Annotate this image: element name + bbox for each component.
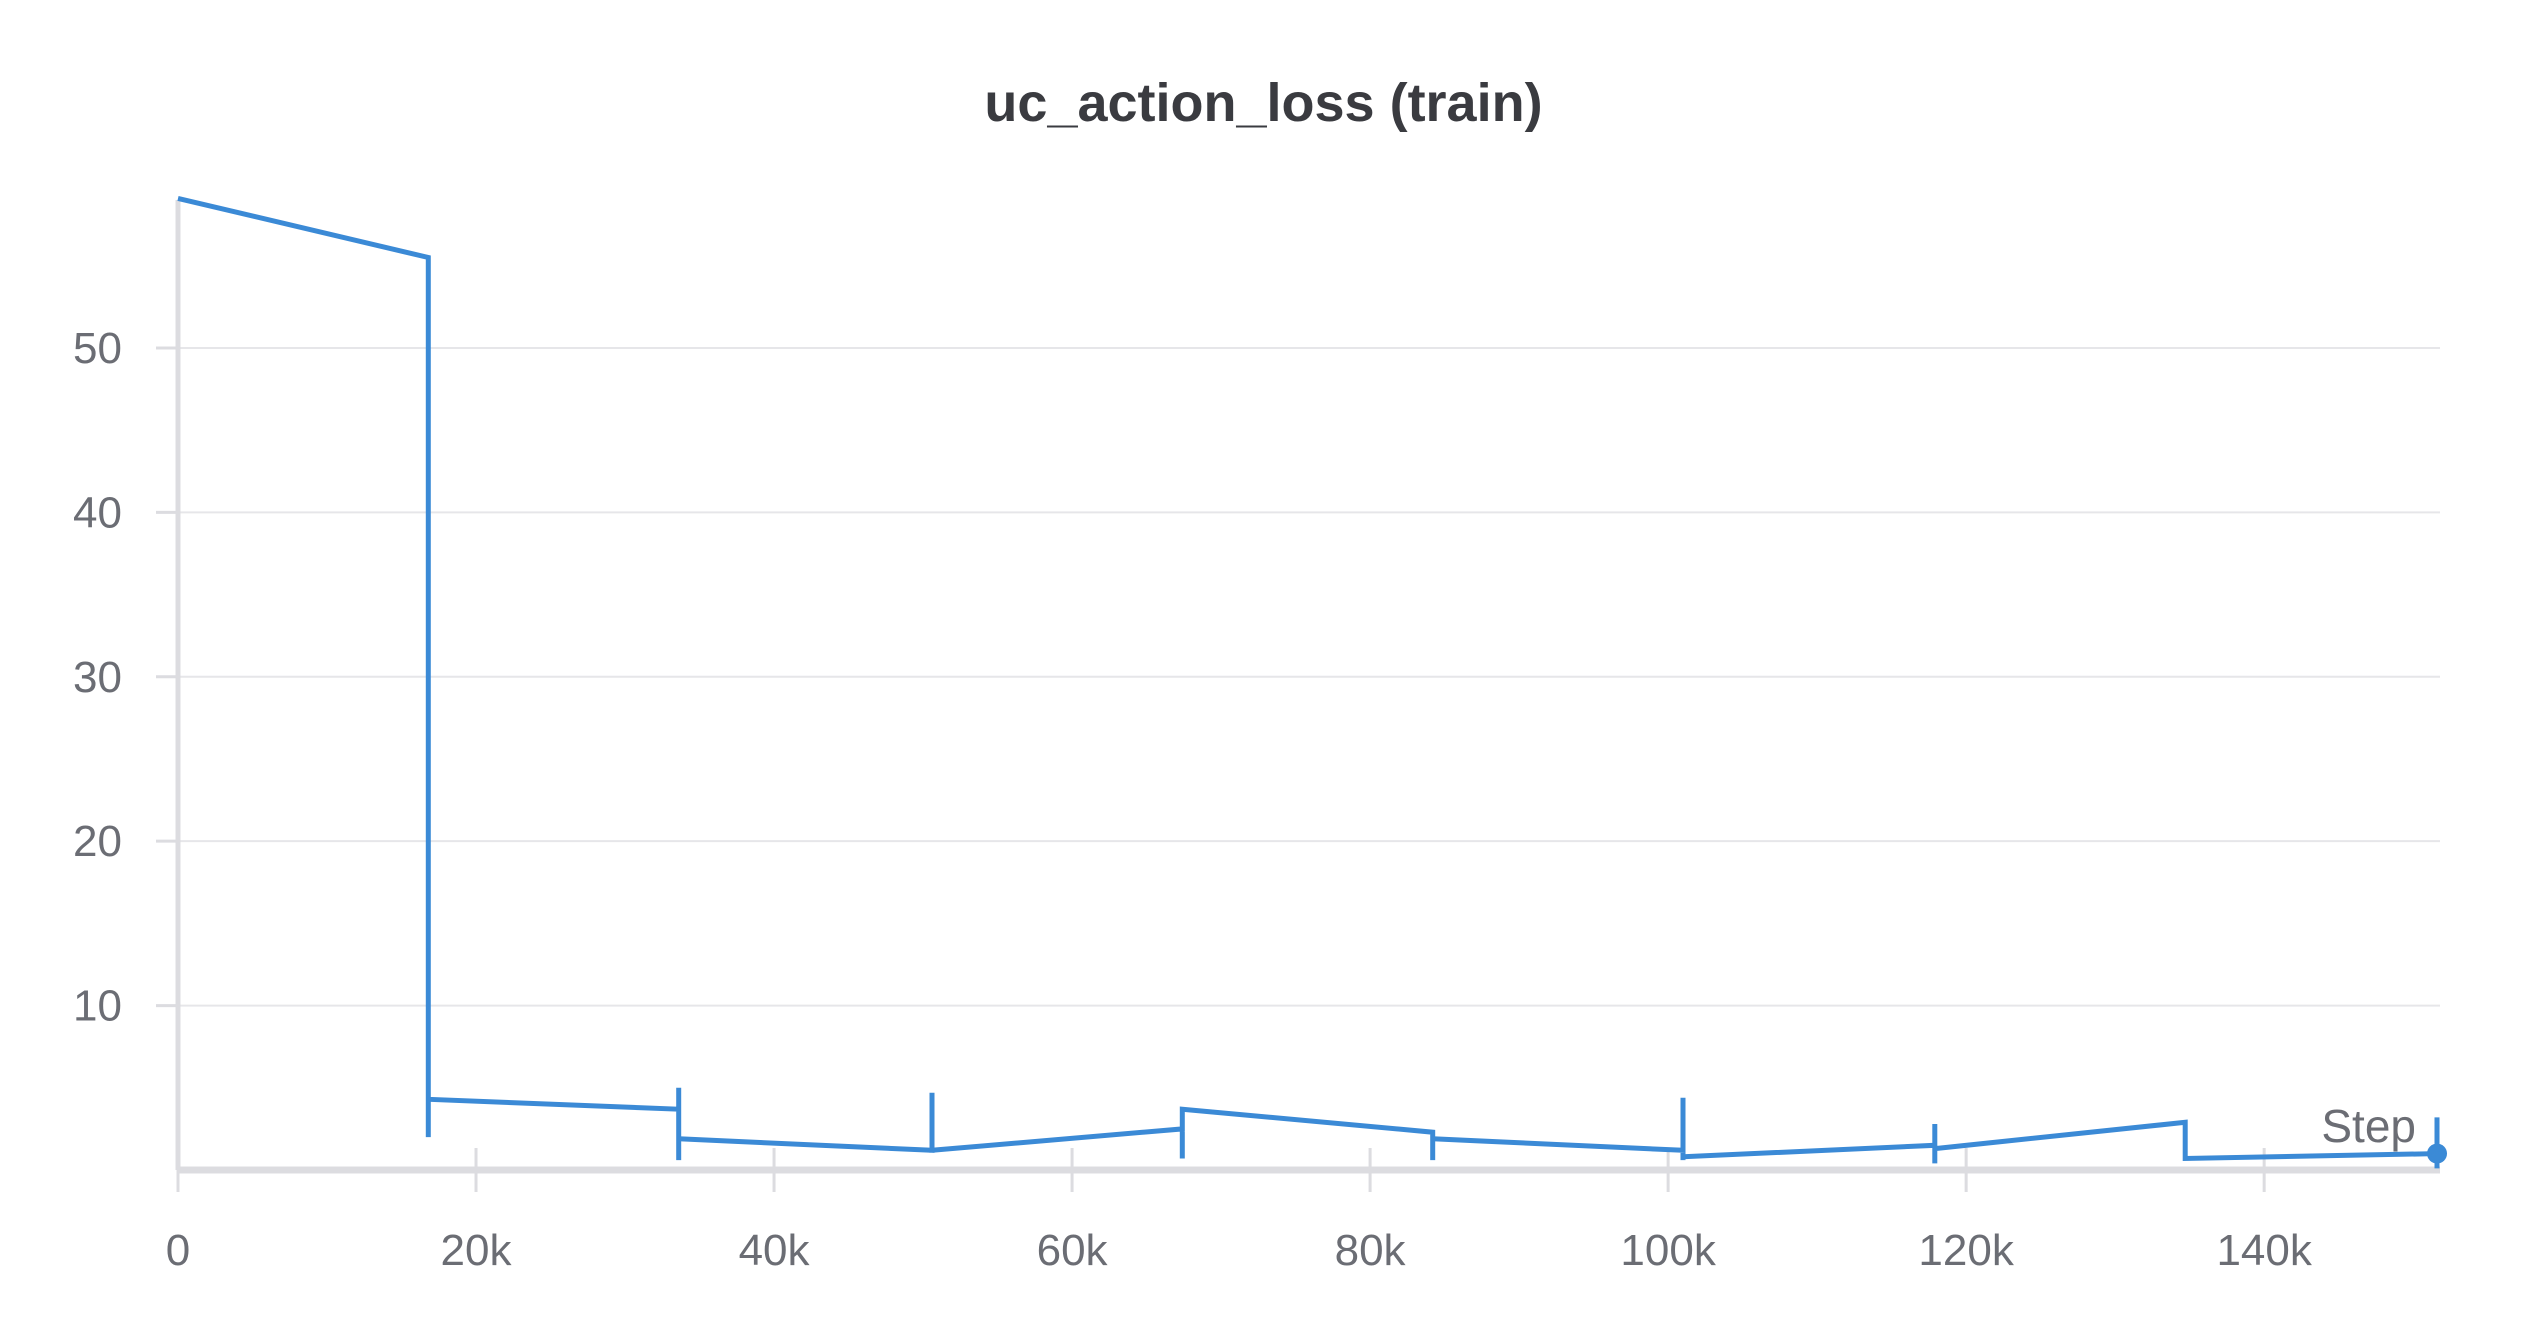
grid-lines — [178, 346, 2440, 1007]
y-axis-ticks: 10 20 30 40 50 — [73, 324, 178, 1031]
x-tick-label: 0 — [166, 1226, 190, 1275]
y-tick-label: 40 — [73, 488, 122, 537]
x-axis-title: Step — [2321, 1100, 2416, 1152]
x-tick-label: 20k — [441, 1226, 513, 1275]
y-tick-label: 50 — [73, 324, 122, 373]
y-tick-label: 10 — [73, 982, 122, 1031]
y-tick-label: 20 — [73, 817, 122, 866]
series-line — [177, 195, 2440, 1169]
x-tick-label: 140k — [2216, 1226, 2312, 1275]
x-tick-label: 40k — [739, 1226, 811, 1275]
axes — [175, 200, 2440, 1174]
chart-title: uc_action_loss (train) — [984, 73, 1543, 133]
x-tick-label: 120k — [1918, 1226, 2014, 1275]
x-tick-label: 60k — [1037, 1226, 1109, 1275]
y-tick-label: 30 — [73, 653, 122, 702]
x-tick-label: 100k — [1620, 1226, 1716, 1275]
series-line-group — [177, 195, 2448, 1169]
x-tick-label: 80k — [1335, 1226, 1407, 1275]
series-end-point — [2427, 1143, 2448, 1164]
